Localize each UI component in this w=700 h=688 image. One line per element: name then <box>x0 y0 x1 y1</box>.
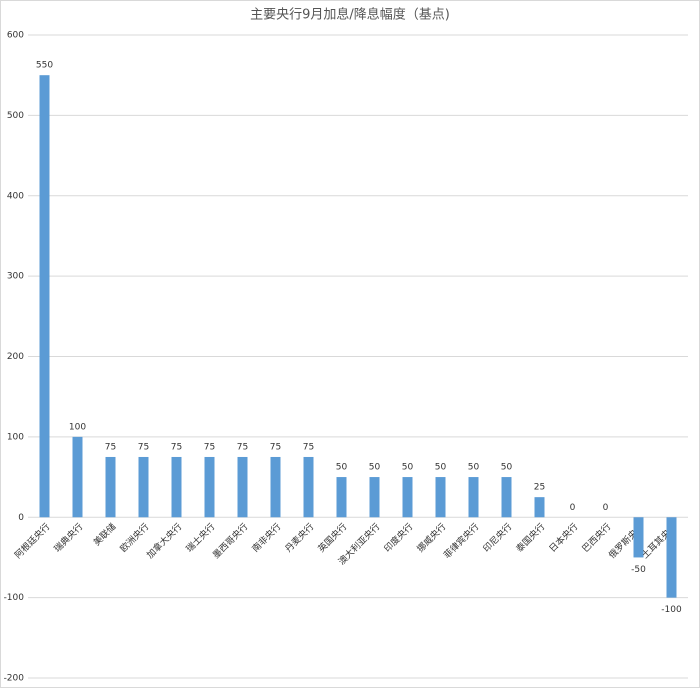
data-label: 25 <box>534 483 545 493</box>
bar <box>237 456 248 518</box>
data-label: 50 <box>336 463 348 473</box>
data-label: 75 <box>270 442 281 452</box>
bar <box>204 456 215 518</box>
bar <box>501 477 512 518</box>
bar <box>435 477 446 518</box>
bar <box>72 436 83 518</box>
data-label: 50 <box>501 463 513 473</box>
data-label: 75 <box>105 442 116 452</box>
data-label: 75 <box>237 442 248 452</box>
bar <box>336 477 347 518</box>
data-label: 75 <box>138 442 149 452</box>
data-label: 50 <box>435 463 447 473</box>
bar <box>369 477 380 518</box>
bar <box>138 456 149 518</box>
y-tick-label: 0 <box>18 513 24 523</box>
bar <box>39 75 50 518</box>
data-label: -100 <box>661 605 682 615</box>
y-tick-label: 200 <box>7 352 24 362</box>
y-tick-label: 300 <box>7 272 24 282</box>
chart-title: 主要央行9月加息/降息幅度（基点) <box>250 7 450 23</box>
y-tick-label: 600 <box>7 31 24 41</box>
data-label: -50 <box>631 565 646 575</box>
data-label: 50 <box>369 463 381 473</box>
data-label: 50 <box>468 463 480 473</box>
y-tick-label: -100 <box>4 593 25 603</box>
bar <box>468 477 479 518</box>
data-label: 100 <box>69 422 86 432</box>
data-label: 0 <box>570 503 576 513</box>
bar <box>402 477 413 518</box>
bar <box>105 456 116 518</box>
data-label: 75 <box>171 442 182 452</box>
bar <box>633 517 644 558</box>
y-tick-label: 400 <box>7 191 24 201</box>
bar <box>270 456 281 518</box>
bar <box>303 456 314 518</box>
data-label: 75 <box>204 442 215 452</box>
bar <box>534 497 545 518</box>
data-label: 550 <box>36 61 53 71</box>
y-tick-label: 500 <box>7 111 24 121</box>
y-tick-label: 100 <box>7 432 24 442</box>
bar <box>666 517 677 598</box>
data-label: 50 <box>402 463 414 473</box>
data-label: 75 <box>303 442 314 452</box>
bar <box>171 456 182 518</box>
y-tick-label: -200 <box>4 674 25 684</box>
data-label: 0 <box>603 503 609 513</box>
